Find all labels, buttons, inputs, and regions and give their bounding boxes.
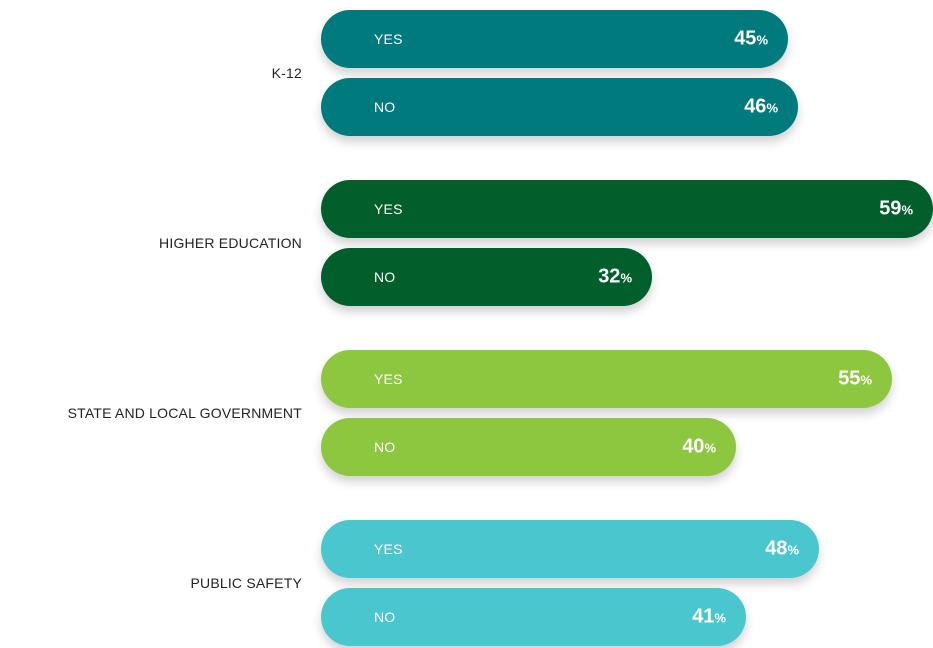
bar-series-label: NO [374, 609, 396, 625]
percent-sign: % [766, 100, 778, 116]
value-number: 45 [734, 27, 757, 50]
value-number: 32 [598, 265, 621, 288]
value-number: 46 [744, 95, 767, 118]
bar-no: NO 46% [321, 78, 798, 136]
value-number: 55 [838, 367, 861, 390]
bar-series-label: NO [374, 269, 396, 285]
percent-sign: % [714, 610, 726, 626]
bar-series-label: YES [374, 541, 403, 557]
bar-value-label: 41% [692, 606, 726, 629]
percent-sign: % [860, 372, 872, 388]
bar-series-label: NO [374, 99, 396, 115]
percent-sign: % [704, 440, 716, 456]
category-label: HIGHER EDUCATION [159, 235, 302, 251]
bar-value-label: 45% [734, 28, 768, 51]
value-number: 59 [879, 197, 902, 220]
bar-no: NO 40% [321, 418, 736, 476]
category-label: STATE AND LOCAL GOVERNMENT [67, 405, 302, 421]
bar-value-label: 59% [879, 198, 913, 221]
bar-value-label: 32% [598, 266, 632, 289]
bar-no: NO 41% [321, 588, 746, 646]
bar-series-label: NO [374, 439, 396, 455]
percent-sign: % [787, 542, 799, 558]
bar-yes: YES 45% [321, 10, 788, 68]
bar-value-label: 48% [765, 538, 799, 561]
value-number: 41 [692, 605, 715, 628]
percent-sign: % [620, 270, 632, 286]
bar-yes: YES 55% [321, 350, 892, 408]
percent-sign: % [756, 32, 768, 48]
bar-value-label: 55% [838, 368, 872, 391]
bar-value-label: 46% [744, 96, 778, 119]
percent-sign: % [901, 202, 913, 218]
bar-no: NO 32% [321, 248, 652, 306]
bar-yes: YES 48% [321, 520, 819, 578]
bar-series-label: YES [374, 31, 403, 47]
category-label: PUBLIC SAFETY [190, 575, 302, 591]
category-label: K-12 [271, 65, 302, 81]
bar-yes: YES 59% [321, 180, 933, 238]
bar-series-label: YES [374, 201, 403, 217]
value-number: 48 [765, 537, 788, 560]
bar-value-label: 40% [682, 436, 716, 459]
bar-series-label: YES [374, 371, 403, 387]
value-number: 40 [682, 435, 705, 458]
